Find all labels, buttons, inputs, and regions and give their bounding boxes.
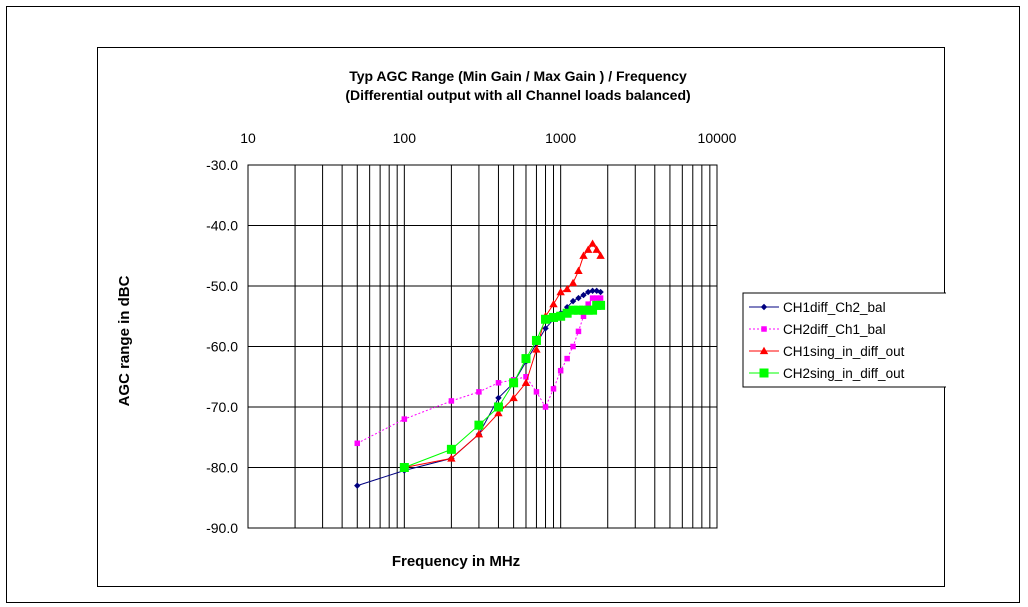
chart-svg: Typ AGC Range (Min Gain / Max Gain ) / F…: [116, 68, 946, 570]
legend-marker: [760, 303, 768, 311]
chart-area: Typ AGC Range (Min Gain / Max Gain ) / F…: [97, 47, 946, 587]
data-point: [509, 378, 519, 388]
data-point: [568, 278, 578, 287]
series: [354, 239, 606, 489]
data-point: [574, 266, 583, 275]
plot-area-border: [247, 164, 718, 529]
data-point: [575, 328, 582, 335]
data-point: [354, 440, 361, 447]
data-point: [593, 295, 600, 301]
y-tick-label: -40.0: [206, 218, 238, 234]
data-point: [509, 393, 518, 402]
series-line: [404, 242, 602, 468]
legend-label: CH2sing_in_diff_out: [783, 366, 905, 381]
data-point: [550, 386, 557, 392]
y-tick-label: -70.0: [206, 399, 238, 415]
data-point: [589, 295, 596, 301]
data-point: [495, 394, 502, 402]
y-tick-label: -80.0: [206, 460, 238, 476]
data-point: [570, 343, 576, 350]
data-point: [562, 284, 572, 293]
data-point: [575, 294, 582, 302]
y-tick-label: -50.0: [206, 278, 238, 294]
series-CH1sing_in_diff_out: [400, 239, 605, 471]
legend-marker: [759, 346, 769, 355]
data-point: [521, 378, 531, 386]
data-point: [556, 287, 565, 296]
data-point: [573, 305, 583, 315]
data-point: [446, 444, 456, 454]
legend-marker: [759, 368, 769, 378]
data-point: [401, 416, 408, 422]
chart-title: Typ AGC Range (Min Gain / Max Gain ) / F…: [349, 68, 687, 84]
data-point: [549, 312, 559, 322]
data-point: [557, 367, 564, 374]
data-point: [562, 308, 572, 318]
legend-marker: [761, 326, 767, 332]
data-point: [588, 239, 597, 247]
data-point: [493, 402, 503, 412]
x-tick-label: 100: [393, 130, 417, 146]
data-point: [596, 251, 605, 259]
data-point: [541, 314, 551, 324]
series-CH2sing_in_diff_out: [399, 300, 606, 472]
data-point: [531, 335, 541, 345]
tick-labels: 10 100 1000 10000 -30.0 -40.0 -50.0 -60.0 -70.0 -…: [206, 130, 737, 536]
data-point: [579, 251, 588, 259]
data-point: [476, 389, 482, 395]
series-line: [404, 304, 601, 468]
legend: CH1diff_Ch2_bal CH2diff_Ch1_bal CH1sing_in…: [742, 292, 946, 388]
data-point: [556, 311, 566, 321]
data-point: [447, 454, 456, 462]
y-tick-label: -30.0: [206, 157, 238, 173]
data-point: [495, 380, 502, 386]
data-point: [354, 482, 361, 489]
data-point: [533, 389, 540, 395]
grid: [248, 165, 717, 528]
y-tick-label: -90.0: [206, 520, 238, 536]
data-point: [474, 430, 484, 438]
y-tick-label: -60.0: [206, 339, 238, 355]
x-tick-label: 10: [240, 130, 256, 146]
legend-label: CH1sing_in_diff_out: [783, 344, 905, 359]
data-point: [592, 245, 601, 253]
data-point: [580, 291, 587, 299]
data-point: [448, 398, 455, 404]
data-point: [568, 305, 578, 315]
data-point: [579, 305, 589, 315]
y-axis-title: AGC range in dBC: [116, 275, 133, 406]
x-tick-label: 10000: [698, 130, 737, 146]
x-axis-title: Frequency in MHz: [392, 553, 520, 570]
x-tick-label: 1000: [545, 130, 576, 146]
data-point: [542, 404, 549, 410]
legend-label: CH2diff_Ch1_bal: [783, 322, 886, 337]
data-point: [588, 305, 598, 315]
data-point: [564, 355, 570, 362]
legend-box: [742, 292, 946, 388]
data-point: [585, 301, 591, 307]
legend-label: CH1diff_Ch2_bal: [783, 300, 886, 315]
series-CH2diff_Ch1_bal: [354, 295, 604, 447]
data-point: [532, 345, 541, 353]
data-point: [494, 408, 503, 417]
data-point: [474, 420, 484, 430]
data-point: [583, 245, 593, 253]
data-point: [399, 463, 409, 472]
data-point: [521, 354, 531, 364]
chart-frame: Typ AGC Range (Min Gain / Max Gain ) / F…: [6, 6, 1020, 603]
data-point: [596, 300, 606, 310]
data-point: [597, 295, 604, 301]
data-point: [580, 313, 587, 319]
data-point: [523, 374, 529, 380]
data-point: [549, 299, 558, 308]
chart-subtitle: (Differential output with all Channel lo…: [345, 87, 690, 103]
